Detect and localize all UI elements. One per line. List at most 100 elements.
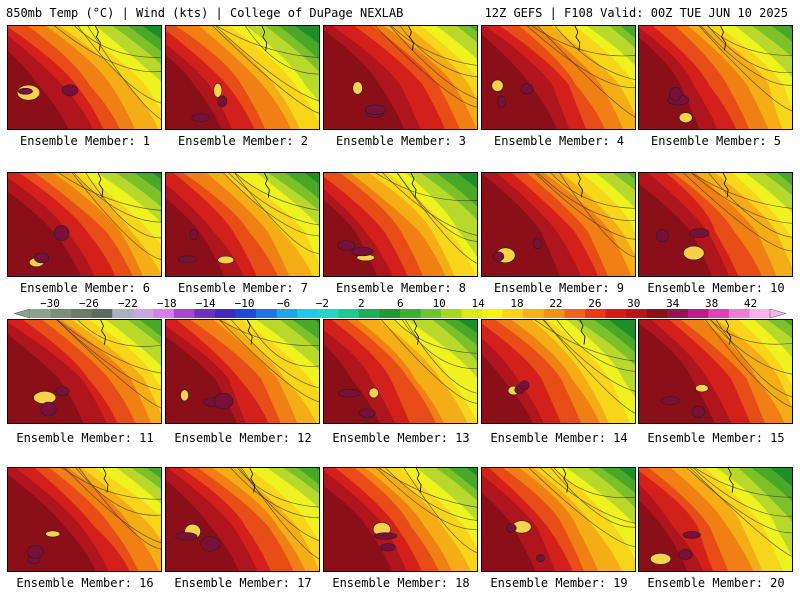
- ensemble-member-label: Ensemble Member: 7: [177, 281, 309, 295]
- temperature-map: [324, 173, 477, 276]
- temperature-map: [482, 320, 635, 423]
- ensemble-member-panel: [481, 172, 636, 277]
- colorbar-tick-label: 22: [549, 297, 563, 310]
- ensemble-member-label: Ensemble Member: 13: [332, 431, 470, 445]
- colorbar-swatch: [235, 309, 257, 318]
- ensemble-member-label: Ensemble Member: 19: [490, 576, 628, 590]
- colorbar-swatch: [728, 309, 750, 318]
- colorbar-tick-label: −6: [276, 297, 291, 310]
- ensemble-member-label: Ensemble Member: 6: [19, 281, 151, 295]
- colorbar-swatch: [400, 309, 421, 318]
- colorbar-tick-label: 10: [432, 297, 446, 310]
- ensemble-member-label: Ensemble Member: 9: [493, 281, 625, 295]
- colorbar-swatch: [71, 309, 92, 318]
- colorbar-swatch: [194, 309, 216, 318]
- ensemble-member-label: Ensemble Member: 12: [174, 431, 312, 445]
- colorbar-tick-label: −26: [78, 297, 99, 310]
- colorbar-swatch: [482, 309, 504, 318]
- temperature-map: [8, 26, 161, 129]
- ensemble-member-label: Ensemble Member: 10: [647, 281, 785, 295]
- colorbar-swatch: [215, 309, 236, 318]
- ensemble-member-panel: [165, 467, 320, 572]
- chart-title: 850mb Temp (°C) | Wind (kts) | College o…: [6, 6, 404, 20]
- colorbar-tick-label: −10: [234, 297, 255, 310]
- colorbar-swatch: [420, 309, 442, 318]
- ensemble-member-label: Ensemble Member: 14: [490, 431, 628, 445]
- colorbar-swatch: [132, 309, 154, 318]
- temperature-map: [639, 26, 792, 129]
- temperature-map: [8, 320, 161, 423]
- ensemble-member-label: Ensemble Member: 1: [19, 134, 151, 148]
- colorbar-swatch: [502, 309, 524, 318]
- ensemble-member-label: Ensemble Member: 3: [335, 134, 467, 148]
- colorbar-tick-label: 18: [510, 297, 524, 310]
- ensemble-member-label: Ensemble Member: 11: [16, 431, 154, 445]
- ensemble-member-label: Ensemble Member: 17: [174, 576, 312, 590]
- ensemble-member-panel: [7, 172, 162, 277]
- temperature-map: [324, 26, 477, 129]
- colorbar-tick-label: 38: [704, 297, 719, 310]
- ensemble-member-panel: [638, 25, 793, 130]
- colorbar-swatch: [153, 309, 175, 318]
- colorbar-swatch: [317, 309, 339, 318]
- colorbar-swatch: [50, 309, 72, 318]
- colorbar-swatch: [687, 309, 709, 318]
- colorbar-swatch: [708, 309, 730, 318]
- colorbar-swatch: [256, 309, 277, 318]
- colorbar-swatch: [646, 309, 668, 318]
- colorbar-tick-label: 34: [666, 297, 680, 310]
- ensemble-member-label: Ensemble Member: 4: [493, 134, 625, 148]
- colorbar-tick-label: −14: [195, 297, 216, 310]
- temperature-map: [482, 26, 635, 129]
- ensemble-member-panel: [638, 319, 793, 424]
- colorbar-tick-label: −30: [40, 297, 60, 310]
- colorbar-swatch: [667, 309, 689, 318]
- colorbar-tick-label: 30: [627, 297, 641, 310]
- colorbar-swatch: [461, 309, 483, 318]
- colorbar-swatch: [441, 309, 462, 318]
- ensemble-member-label: Ensemble Member: 5: [650, 134, 782, 148]
- temperature-map: [166, 468, 319, 571]
- colorbar-swatch: [91, 309, 113, 318]
- colorbar-swatch: [379, 309, 401, 318]
- temperature-map: [482, 468, 635, 571]
- ensemble-member-panel: [7, 25, 162, 130]
- ensemble-member-panel: [323, 25, 478, 130]
- run-valid-time: 12Z GEFS | F108 Valid: 00Z TUE JUN 10 20…: [484, 6, 788, 20]
- temperature-map: [324, 320, 477, 423]
- ensemble-member-panel: [7, 319, 162, 424]
- colorbar-swatch: [626, 309, 647, 318]
- temperature-map: [324, 468, 477, 571]
- colorbar-swatch: [585, 309, 606, 318]
- temperature-map: [166, 173, 319, 276]
- ensemble-member-panel: [323, 172, 478, 277]
- temperature-map: [482, 173, 635, 276]
- temperature-colorbar: −30 −26 −22 −18 −14 −10 −6 −2 2 6 10 14 18 22 26 30 34 38…: [12, 297, 788, 321]
- ensemble-member-panel: [165, 319, 320, 424]
- colorbar-swatch: [338, 309, 360, 318]
- ensemble-member-panel: [638, 467, 793, 572]
- ensemble-member-panel: [481, 25, 636, 130]
- colorbar-swatch: [523, 309, 545, 318]
- ensemble-member-panel: [323, 467, 478, 572]
- colorbar-swatch: [30, 309, 51, 318]
- temperature-map: [8, 173, 161, 276]
- temperature-map: [166, 26, 319, 129]
- colorbar-tick-label: 6: [396, 297, 404, 310]
- colorbar-swatch: [276, 309, 298, 318]
- colorbar-tick-label: −22: [117, 297, 138, 310]
- colorbar-swatch: [564, 309, 586, 318]
- colorbar-tick-label: −2: [315, 297, 330, 310]
- temperature-map: [639, 320, 792, 423]
- temperature-map: [639, 173, 792, 276]
- colorbar-arrow-left: [13, 308, 31, 319]
- ensemble-member-panel: [638, 172, 793, 277]
- colorbar-tick-label: −18: [156, 297, 177, 310]
- colorbar-swatch: [543, 309, 565, 318]
- temperature-map: [639, 468, 792, 571]
- colorbar-swatches: [13, 308, 787, 319]
- ensemble-member-panel: [7, 467, 162, 572]
- colorbar-swatch: [297, 309, 319, 318]
- colorbar-swatch: [749, 309, 771, 318]
- ensemble-member-panel: [481, 467, 636, 572]
